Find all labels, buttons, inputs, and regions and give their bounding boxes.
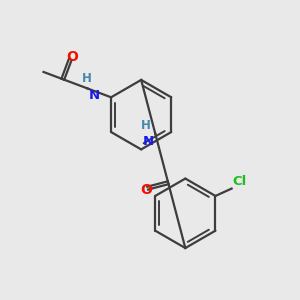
- Text: O: O: [140, 183, 152, 197]
- Text: O: O: [67, 50, 79, 64]
- Text: N: N: [143, 135, 154, 148]
- Text: H: H: [141, 119, 151, 132]
- Text: Cl: Cl: [233, 175, 247, 188]
- Text: H: H: [82, 72, 92, 85]
- Text: N: N: [88, 89, 100, 102]
